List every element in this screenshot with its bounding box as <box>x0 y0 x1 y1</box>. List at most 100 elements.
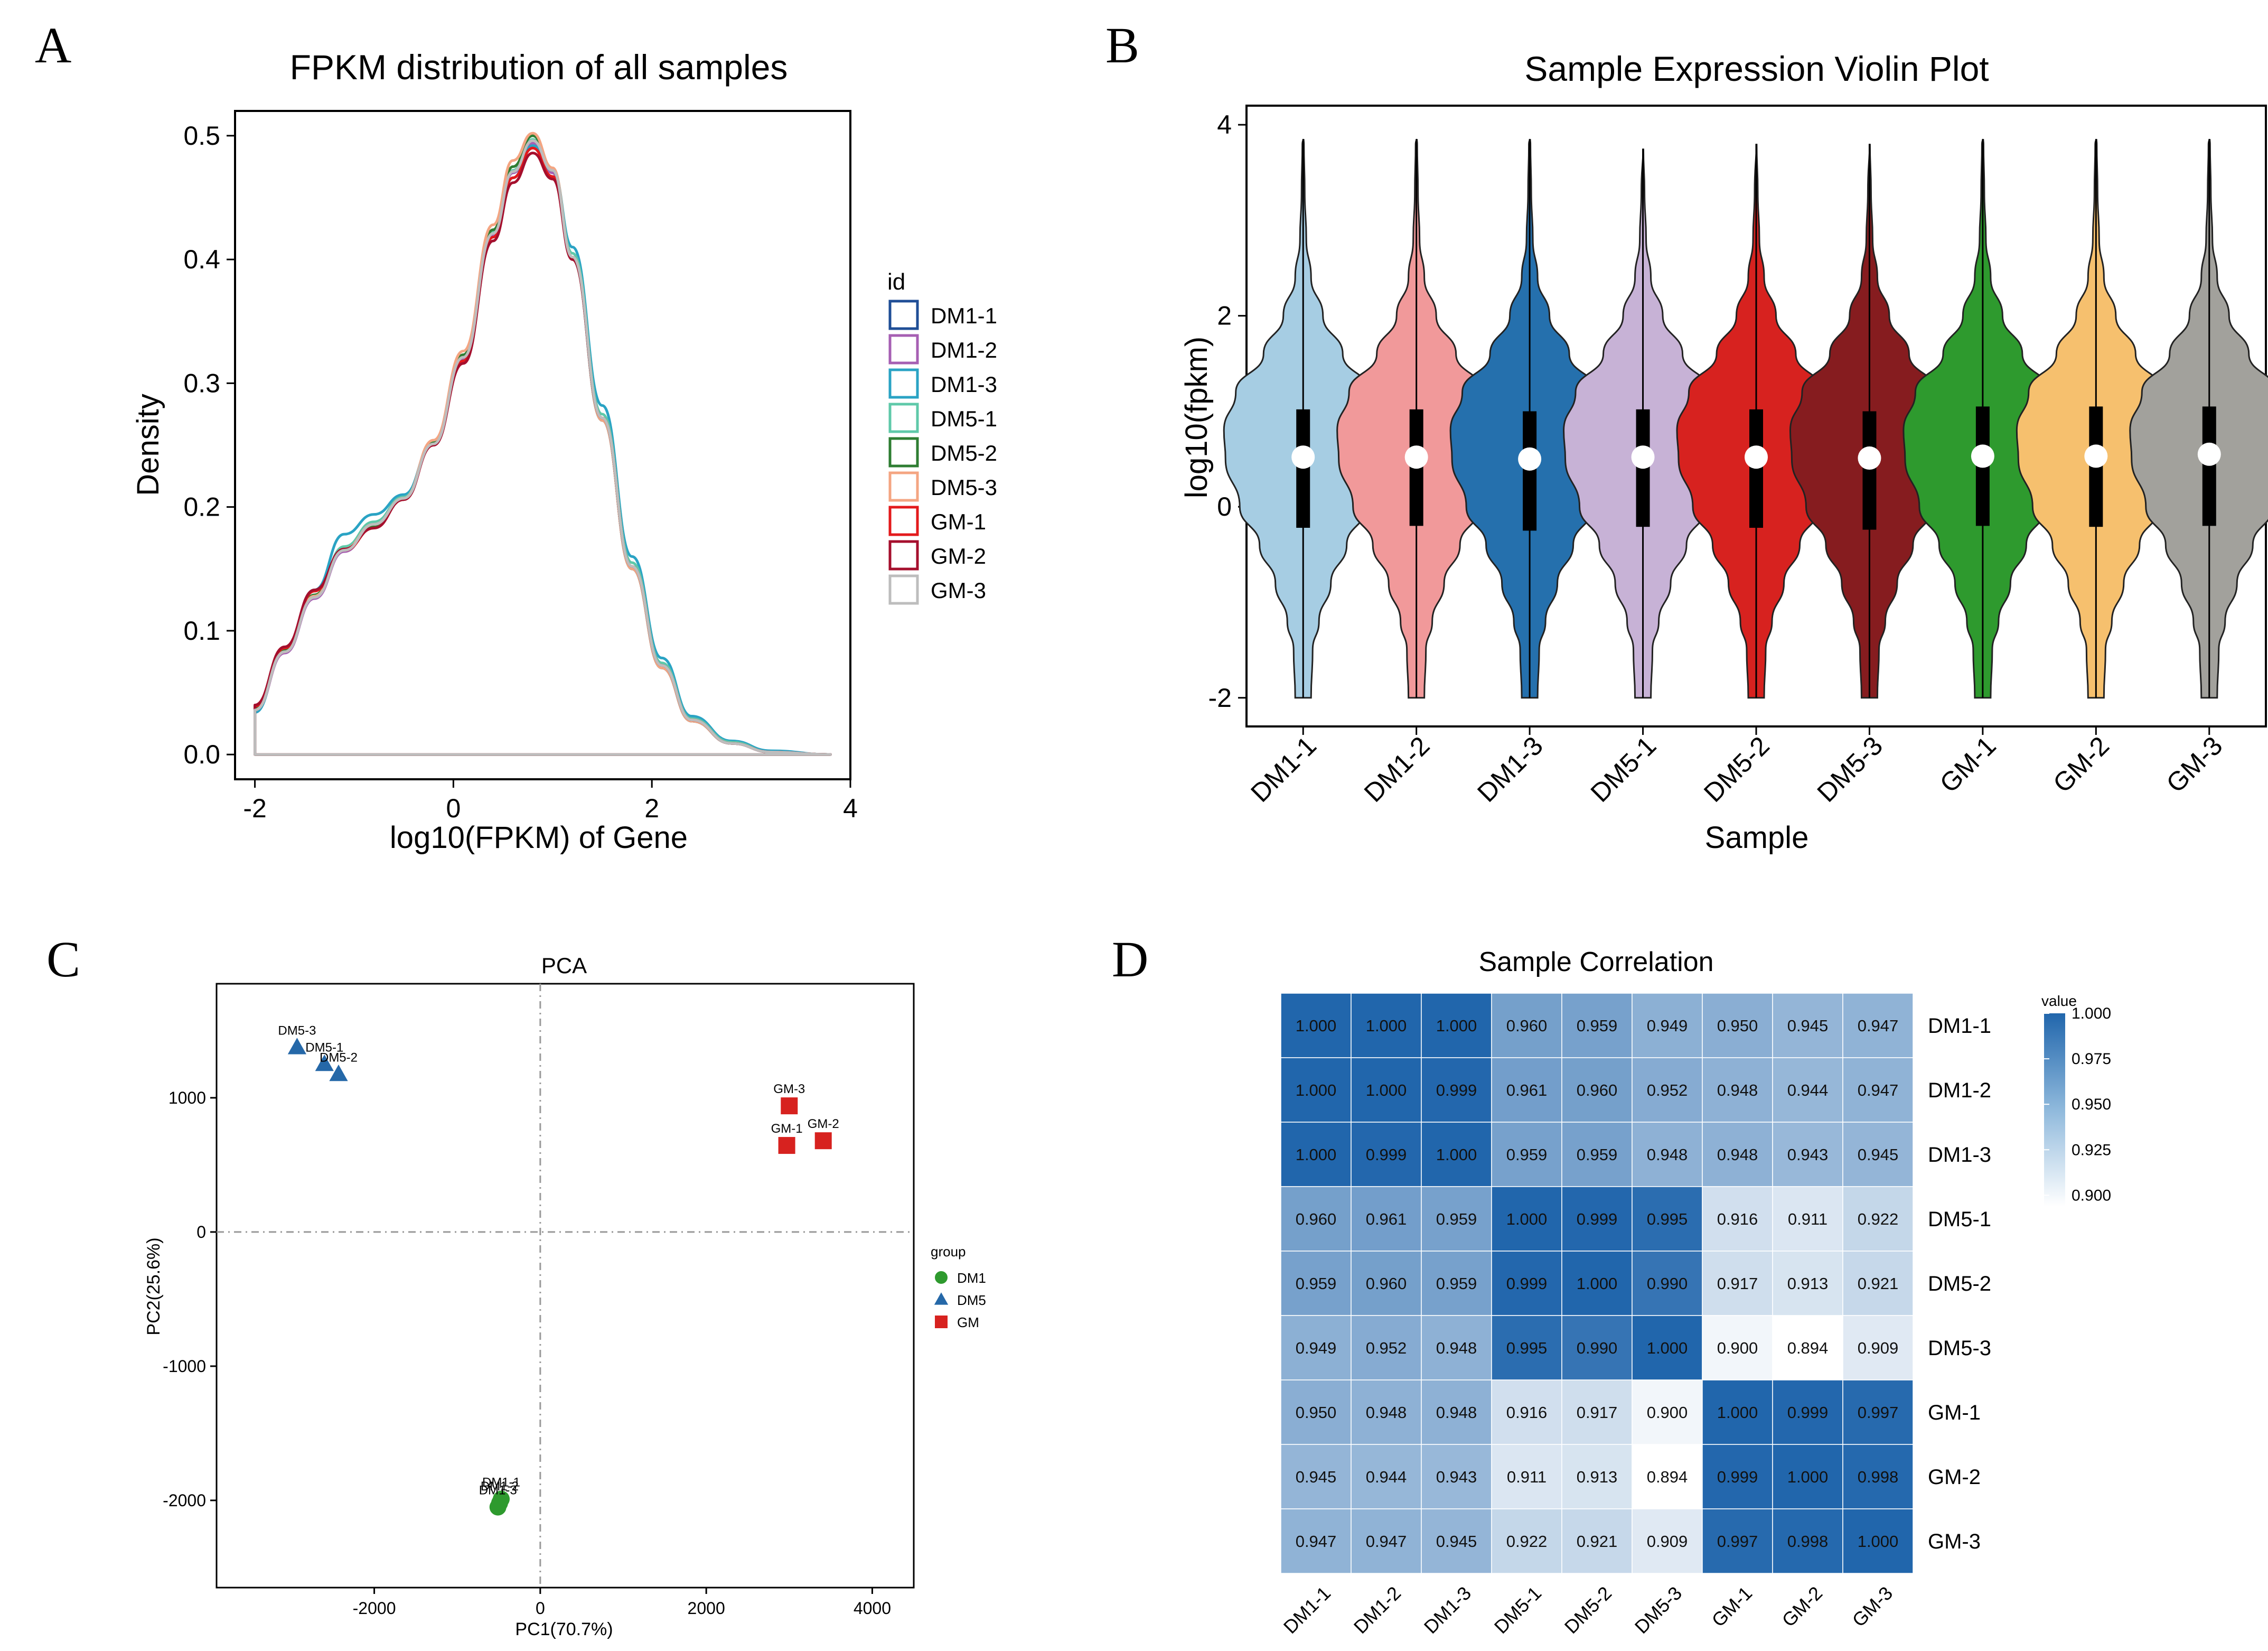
colorbar-d <box>2044 1013 2065 1206</box>
pca-point-gm-3 <box>781 1097 798 1115</box>
panel-c: C PCA -2000 0 2000 4000 -2000 -1000 0 1000 DM1-… <box>46 931 986 1639</box>
x-tick-label-a: 0 <box>446 794 461 823</box>
heat-cell-value: 1.000 <box>1366 1016 1407 1035</box>
panel-b: B Sample Expression Violin Plot -2 0 2 4 DM1… <box>1105 17 2268 855</box>
heat-row-label: DM5-3 <box>1928 1337 1991 1360</box>
heat-cell <box>1632 1315 1703 1381</box>
density-line-gm-3 <box>254 139 832 756</box>
heat-cell <box>1632 1251 1703 1316</box>
heat-cell <box>1491 1251 1562 1316</box>
heat-cell <box>1772 1315 1843 1381</box>
heat-cell <box>1491 1122 1562 1187</box>
heat-cell-value: 0.999 <box>1436 1081 1477 1099</box>
heat-cell-value: 0.999 <box>1506 1274 1548 1293</box>
pca-point-label: DM1-3 <box>479 1484 517 1498</box>
heat-col-label: DM1-2 <box>1349 1582 1405 1638</box>
colorbar-tick-label: 0.950 <box>2072 1096 2111 1113</box>
heat-cell-value: 0.909 <box>1858 1339 1899 1357</box>
y-tick-label-a: 0.3 <box>183 368 220 398</box>
heat-cell <box>1772 1057 1843 1123</box>
legend-label-a: DM1-1 <box>931 303 997 328</box>
pca-point-label: DM1-2 <box>481 1479 519 1494</box>
legend-key-a <box>888 334 919 365</box>
chart-b-title: Sample Expression Violin Plot <box>1524 49 1989 88</box>
heat-cell-value: 0.948 <box>1436 1403 1477 1422</box>
x-tick-label-b: GM-3 <box>2161 731 2228 798</box>
heat-cell-value: 0.948 <box>1717 1145 1758 1164</box>
x-tick-label-b: DM1-3 <box>1472 731 1549 808</box>
x-axis-label-b: Sample <box>1705 820 1809 855</box>
heat-cell-value: 0.917 <box>1577 1403 1618 1422</box>
x-tick-label-b: GM-2 <box>2047 731 2115 798</box>
y-tick-label-b: -2 <box>1208 683 1232 713</box>
heat-cell-value: 1.000 <box>1717 1403 1758 1422</box>
legend-key-a <box>888 368 919 399</box>
x-tick-label-b: DM1-1 <box>1245 731 1322 808</box>
heat-cell <box>1421 993 1492 1058</box>
heat-cell-value: 0.947 <box>1366 1532 1407 1551</box>
heat-cell <box>1842 1379 1914 1445</box>
panel-label-d: D <box>1112 931 1148 987</box>
median-dot-dm5-2 <box>1745 445 1768 469</box>
heat-cell <box>1491 993 1562 1058</box>
heat-cell-value: 0.945 <box>1787 1016 1829 1035</box>
pca-point-label: DM5-1 <box>305 1040 343 1055</box>
legend-label-a: DM5-3 <box>931 475 997 500</box>
y-tick-label-c: -2000 <box>163 1491 206 1510</box>
heat-cell <box>1421 1122 1492 1187</box>
legend-key-a <box>888 574 919 605</box>
colorbar-tick-label: 0.975 <box>2072 1050 2111 1068</box>
heat-cell-value: 0.959 <box>1506 1145 1548 1164</box>
heat-row-label: DM5-1 <box>1928 1208 1991 1231</box>
plot-area-c <box>215 983 915 1589</box>
heat-cell <box>1632 1122 1703 1187</box>
heat-cell <box>1421 1057 1492 1123</box>
x-axis-label-c: PC1(70.7%) <box>515 1619 613 1639</box>
heat-cell-value: 0.944 <box>1366 1468 1407 1486</box>
heat-cell-value: 0.944 <box>1787 1081 1829 1099</box>
legend-label-a: DM5-2 <box>931 441 997 465</box>
heat-cell-value: 1.000 <box>1296 1016 1337 1035</box>
x-tick-label-c: 4000 <box>854 1599 891 1618</box>
legend-label-a: DM1-3 <box>931 372 997 397</box>
heat-cell <box>1561 1508 1633 1574</box>
pca-point-gm-2 <box>814 1132 832 1150</box>
heat-cell <box>1772 1508 1843 1574</box>
colorbar-tick-label: 1.000 <box>2072 1005 2111 1022</box>
median-dot-dm1-1 <box>1291 445 1315 469</box>
heat-col-label: DM5-1 <box>1490 1582 1545 1638</box>
heat-cell-value: 0.921 <box>1577 1532 1618 1551</box>
x-tick-label-a: 4 <box>843 794 858 823</box>
pca-point-dm1-3 <box>489 1498 507 1516</box>
heat-col-label: GM-2 <box>1778 1582 1827 1631</box>
heat-row-label: DM1-2 <box>1928 1079 1991 1102</box>
heat-cell-value: 0.990 <box>1577 1339 1618 1357</box>
x-tick-label-c: 0 <box>536 1599 545 1618</box>
heat-cell-value: 0.998 <box>1858 1468 1899 1486</box>
heat-cell-value: 0.959 <box>1296 1274 1337 1293</box>
heat-cell <box>1632 1379 1703 1445</box>
iqr-box-gm-3 <box>2202 406 2216 526</box>
y-tick-label-c: 1000 <box>168 1088 206 1107</box>
heat-cell-value: 0.999 <box>1366 1145 1407 1164</box>
heat-cell <box>1280 1057 1352 1123</box>
heat-cell <box>1772 1186 1843 1252</box>
legend-key-a <box>888 403 919 433</box>
heat-cell <box>1491 1508 1562 1574</box>
legend-key-a <box>888 540 919 571</box>
heat-cell-value: 0.949 <box>1647 1016 1688 1035</box>
heat-cell-value: 0.960 <box>1366 1274 1407 1293</box>
heat-cell <box>1632 1508 1703 1574</box>
x-tick-label-c: -2000 <box>353 1599 396 1618</box>
heat-cell <box>1772 1379 1843 1445</box>
heat-cell-value: 0.916 <box>1506 1403 1548 1422</box>
heat-cell-value: 0.943 <box>1787 1145 1829 1164</box>
heat-cell-value: 1.000 <box>1296 1145 1337 1164</box>
heat-cell-value: 0.900 <box>1717 1339 1758 1357</box>
heat-cell-value: 0.948 <box>1366 1403 1407 1422</box>
median-dot-dm5-3 <box>1858 446 1881 470</box>
median-dot-gm-1 <box>1971 444 1994 468</box>
legend-label-a: DM1-2 <box>931 338 997 362</box>
heat-cell-value: 0.945 <box>1436 1532 1477 1551</box>
heat-col-label: DM1-3 <box>1420 1582 1475 1638</box>
